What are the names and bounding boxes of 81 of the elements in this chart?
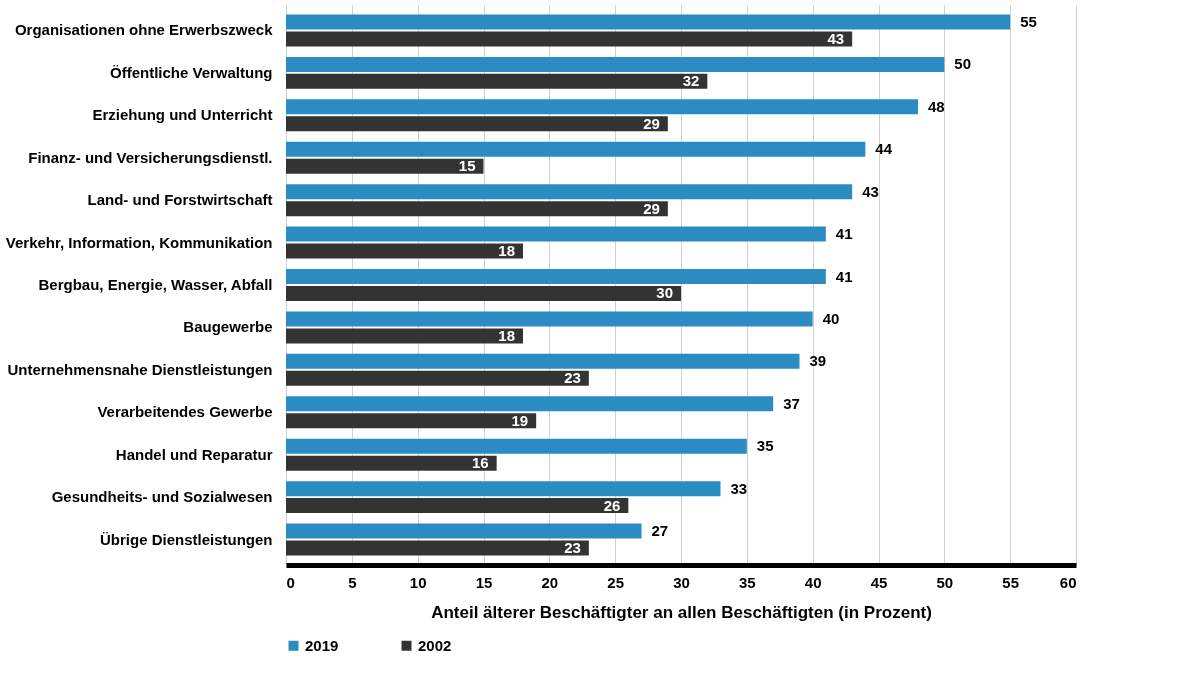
x-tick-label: 0 xyxy=(286,573,295,591)
bar xyxy=(286,269,826,285)
x-tick-label: 30 xyxy=(673,573,690,591)
y-tick-label: Handel und Reparatur xyxy=(115,445,273,463)
data-label: 43 xyxy=(827,29,845,47)
bar xyxy=(286,31,853,47)
x-tick-label: 45 xyxy=(870,573,888,591)
bar xyxy=(286,413,537,429)
data-label: 30 xyxy=(656,284,673,302)
x-tick-label: 10 xyxy=(409,573,427,591)
x-tick-label: 55 xyxy=(1002,573,1020,591)
bar xyxy=(286,14,1011,30)
data-label: 35 xyxy=(756,437,774,455)
legend-label: 2019 xyxy=(305,636,339,654)
bar xyxy=(286,56,945,72)
bar xyxy=(286,455,497,471)
bar xyxy=(286,396,774,412)
y-tick-label: Erziehung und Unterricht xyxy=(92,106,273,124)
data-label: 23 xyxy=(564,369,581,387)
data-label: 26 xyxy=(603,496,621,514)
data-label: 29 xyxy=(643,114,660,132)
y-tick-label: Verarbeitendes Gewerbe xyxy=(97,403,273,421)
bar xyxy=(286,201,668,217)
bar xyxy=(286,73,708,89)
data-label: 32 xyxy=(682,72,700,90)
bar xyxy=(286,370,589,386)
data-label: 55 xyxy=(1020,12,1037,30)
bar xyxy=(286,523,642,539)
bar xyxy=(286,116,668,132)
bar xyxy=(286,438,747,454)
bar xyxy=(286,243,523,259)
data-label: 39 xyxy=(809,352,827,370)
data-label: 18 xyxy=(498,242,515,260)
bar xyxy=(286,540,589,556)
y-tick-label: Verkehr, Information, Kommunikation xyxy=(5,233,273,251)
data-label: 48 xyxy=(928,97,945,115)
bar xyxy=(286,353,800,369)
data-label: 23 xyxy=(564,539,581,557)
data-label: 44 xyxy=(875,140,893,158)
data-label: 50 xyxy=(954,55,972,73)
bar xyxy=(286,184,853,200)
data-label: 37 xyxy=(783,394,800,412)
bar xyxy=(286,141,866,157)
x-tick-label: 60 xyxy=(1059,573,1077,591)
y-tick-label: Unternehmensnahe Dienstleistungen xyxy=(7,360,273,378)
bar xyxy=(286,481,721,497)
data-label: 41 xyxy=(835,225,853,243)
data-label: 33 xyxy=(730,479,748,497)
data-label: 40 xyxy=(822,309,840,327)
bar xyxy=(286,226,826,242)
data-label: 29 xyxy=(643,199,660,217)
x-axis-title: Anteil älterer Beschäftigter an allen Beschäftigten (in Prozent) xyxy=(431,602,932,622)
x-tick-label: 5 xyxy=(348,573,357,591)
y-tick-label: Land- und Forstwirtschaft xyxy=(87,191,273,209)
y-tick-label: Öffentliche Verwaltung xyxy=(109,63,273,81)
data-label: 41 xyxy=(835,267,853,285)
x-tick-label: 40 xyxy=(804,573,822,591)
legend-label: 2002 xyxy=(418,636,452,654)
bar xyxy=(286,99,918,115)
y-tick-label: Gesundheits- und Sozialwesen xyxy=(51,488,273,506)
bar xyxy=(286,158,484,174)
x-tick-label: 35 xyxy=(738,573,756,591)
y-tick-label: Übrige Dienstleistungen xyxy=(99,530,273,548)
x-tick-label: 25 xyxy=(607,573,625,591)
data-label: 16 xyxy=(471,454,489,472)
bar xyxy=(286,311,813,327)
data-label: 27 xyxy=(651,522,669,540)
data-label: 18 xyxy=(498,326,515,344)
bar xyxy=(286,285,681,301)
y-tick-label: Finanz- und Versicherungsdienstl. xyxy=(28,148,273,166)
y-tick-label: Baugewerbe xyxy=(183,318,273,336)
data-label: 19 xyxy=(511,411,529,429)
data-label: 15 xyxy=(458,157,476,175)
data-label: 43 xyxy=(862,182,879,200)
y-tick-label: Organisationen ohne Erwerbszweck xyxy=(14,21,274,39)
y-tick-label: Bergbau, Energie, Wasser, Abfall xyxy=(38,276,273,293)
bar xyxy=(286,498,629,514)
x-tick-label: 15 xyxy=(475,573,493,591)
bar xyxy=(286,328,523,344)
x-tick-label: 20 xyxy=(541,573,559,591)
x-tick-label: 50 xyxy=(936,573,954,591)
